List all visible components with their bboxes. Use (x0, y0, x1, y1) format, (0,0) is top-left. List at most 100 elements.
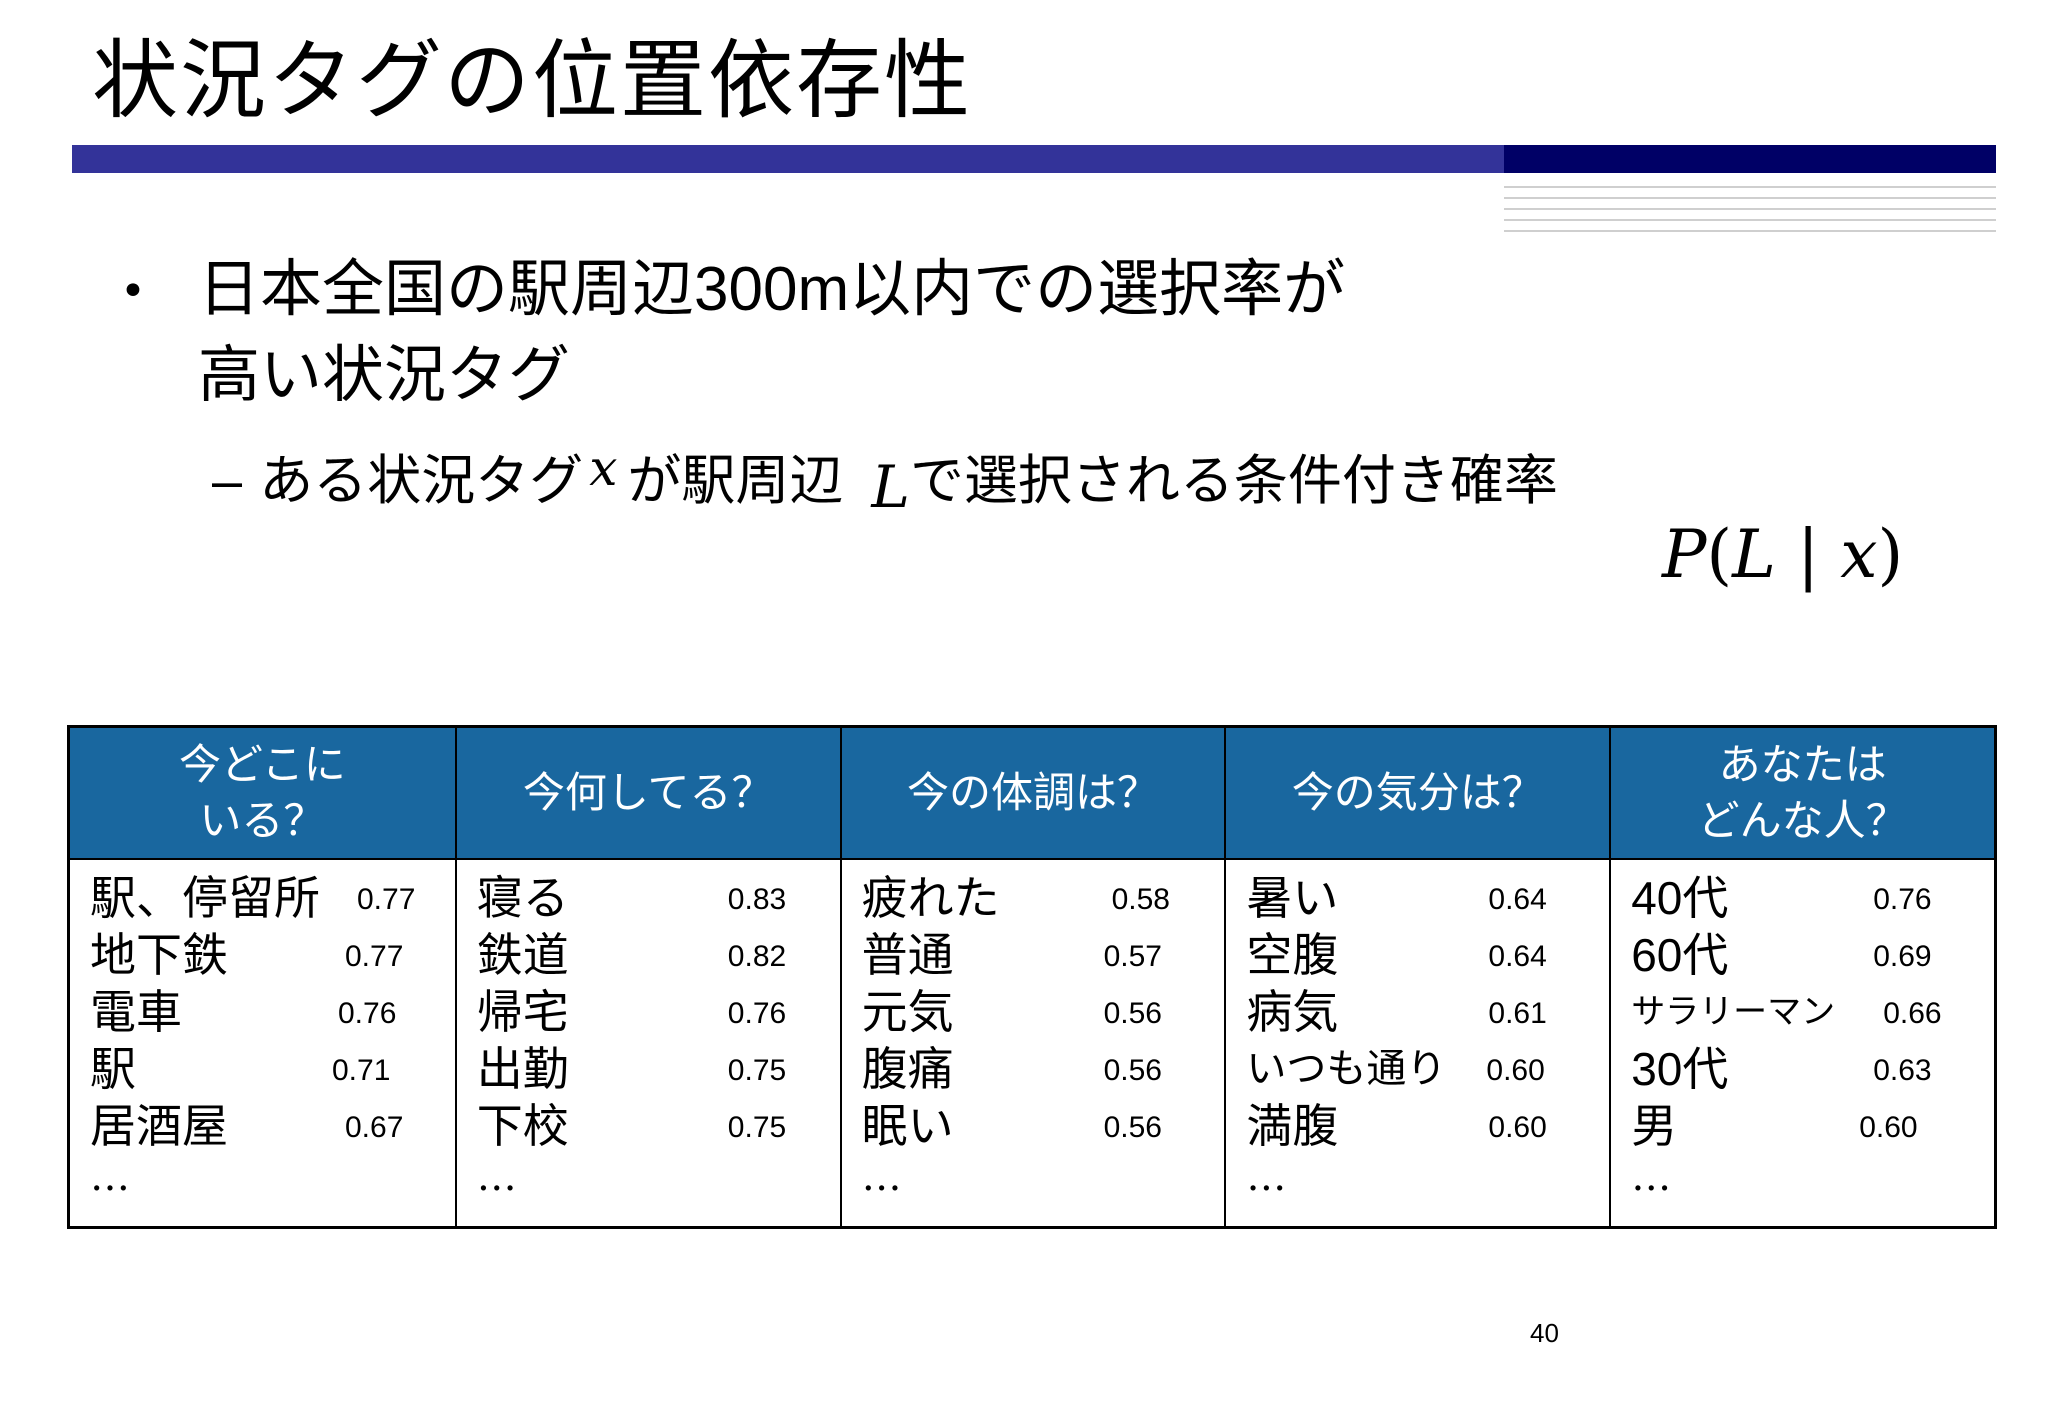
formula-P: P (1662, 516, 1707, 593)
decorative-rule (1504, 208, 1996, 210)
table-row: 帰宅 0.76 (477, 984, 840, 1041)
tag-probability: 0.76 (727, 997, 787, 1030)
table-row: 普通 0.57 (862, 927, 1225, 984)
formula-bar: | (1776, 516, 1841, 593)
table-row-more: … (1246, 1154, 1287, 1200)
table-row-more: … (90, 1154, 130, 1200)
table-row: 病気 0.61 (1246, 984, 1609, 1041)
column-header: 今の気分は？ (1226, 728, 1610, 860)
table-row: 出勤 0.75 (477, 1041, 840, 1098)
column-header: 今何してる？ (456, 728, 840, 860)
table-row: 眠い 0.56 (862, 1098, 1225, 1155)
slide-title: 状況タグの位置依存性 (92, 31, 972, 131)
variable-L: L (871, 453, 910, 521)
tag-probability: 0.69 (1873, 940, 1932, 973)
table-row: 駅 0.71 (90, 1041, 455, 1098)
tag-label: 腹痛 (861, 1042, 954, 1096)
tag-probability: 0.60 (1486, 1054, 1545, 1087)
tag-label: 地下鉄 (90, 928, 228, 982)
tag-label: 寝る (476, 871, 569, 925)
table-row: 寝る 0.83 (477, 870, 840, 927)
bullet-dot: • (120, 266, 146, 317)
tag-probability: 0.77 (357, 883, 416, 916)
formula-L: L (1732, 516, 1776, 593)
tag-label: 疲れた (861, 871, 1000, 925)
tag-label: 満腹 (1246, 1099, 1339, 1153)
table-row: 満腹 0.60 (1246, 1098, 1609, 1155)
tag-probability: 0.75 (727, 1054, 787, 1087)
tag-label: サラリーマン (1631, 992, 1836, 1032)
title-underline-bar-dark (1504, 145, 1996, 173)
tag-probability: 0.57 (1103, 940, 1162, 973)
sub-bullet-text: で選択される条件付き確率 (909, 449, 1558, 512)
tag-label: 普通 (861, 928, 954, 982)
tag-probability: 0.67 (345, 1111, 404, 1144)
table-row: 電車 0.76 (90, 984, 455, 1041)
tag-label: 男 (1631, 1099, 1678, 1153)
tag-label: いつも通り (1246, 1046, 1447, 1092)
variable-x: x (589, 439, 618, 497)
decorative-rule (1504, 186, 1996, 188)
table-row: 30代 0.63 (1631, 1041, 1994, 1098)
tag-label: 空腹 (1246, 928, 1339, 982)
tag-probability: 0.56 (1103, 1054, 1162, 1087)
decorative-rule (1504, 230, 1996, 232)
formula-paren: ( (1706, 516, 1733, 593)
tag-label: 駅、停留所 (90, 871, 320, 925)
tag-probability: 0.77 (345, 940, 404, 973)
tag-label: 駅 (90, 1042, 136, 1096)
tag-label: 出勤 (476, 1042, 569, 1096)
formula: P(L | x) (1662, 522, 1903, 588)
table-row: 60代 0.69 (1631, 927, 1994, 984)
table-column: 今の気分は？ 暑い 0.64 空腹 0.64 病気 0.61 いつも通り 0.60 満腹… (1224, 728, 1610, 1226)
tag-probability: 0.76 (338, 997, 397, 1030)
sub-bullet-text: ある状況タグ (259, 449, 584, 512)
table-column: 今どこに いる？ 駅、停留所 0.77 地下鉄 0.77 電車 0.76 駅 0.71 … (70, 728, 455, 1226)
sub-bullet-text: が駅周辺 (627, 449, 844, 512)
table-row: 居酒屋 0.67 (90, 1098, 455, 1155)
table-row: 地下鉄 0.77 (90, 927, 455, 984)
table-row: サラリーマン 0.66 (1631, 984, 1994, 1041)
table-row-more: … (1631, 1154, 1672, 1200)
tag-probability: 0.56 (1103, 1111, 1162, 1144)
decorative-rule (1504, 197, 1996, 199)
table-row: 元気 0.56 (862, 984, 1225, 1041)
tag-label: 帰宅 (476, 985, 569, 1039)
table-column: 今の体調は？ 疲れた 0.58 普通 0.57 元気 0.56 腹痛 0.56 眠い 0.… (839, 728, 1225, 1226)
tag-probability: 0.60 (1488, 1111, 1547, 1144)
table-row: 下校 0.75 (477, 1098, 840, 1155)
table-column: あなたは どんな人？ 40代 0.76 60代 0.69 サラリーマン 0.66 30… (1609, 728, 1994, 1226)
formula-paren: ) (1877, 516, 1904, 593)
table-row: 男 0.60 (1631, 1098, 1994, 1155)
title-underline-bar (72, 145, 1504, 173)
table-row: 鉄道 0.82 (477, 927, 840, 984)
tag-label: 居酒屋 (90, 1099, 228, 1153)
bullet-line-2: 高い状況タグ (198, 338, 571, 411)
tag-probability: 0.63 (1873, 1054, 1932, 1087)
bullet-text: 以内での選択率が (849, 252, 1346, 325)
table-row: いつも通り 0.60 (1246, 1041, 1609, 1098)
tag-probability: 0.56 (1103, 997, 1162, 1030)
tag-label: 眠い (861, 1099, 954, 1153)
bullet-distance: 300m (694, 255, 850, 324)
table-row: 暑い 0.64 (1246, 870, 1609, 927)
tag-label: 下校 (476, 1099, 569, 1153)
tag-probability: 0.83 (727, 883, 787, 916)
table-row: 駅、停留所 0.77 (90, 870, 455, 927)
tag-probability: 0.61 (1488, 997, 1547, 1030)
tag-probability: 0.66 (1883, 997, 1942, 1030)
tag-label: 鉄道 (476, 928, 569, 982)
page-number: 40 (1530, 1318, 1559, 1348)
sub-bullet-line: – ある状況タグ x が駅周辺 Lで選択される条件付き確率 (212, 443, 1558, 516)
tag-probability: 0.71 (332, 1054, 391, 1087)
tag-probability: 0.64 (1488, 883, 1547, 916)
tag-label: 電車 (90, 985, 182, 1039)
table-row: 空腹 0.64 (1246, 927, 1609, 984)
tag-probability: 0.64 (1488, 940, 1547, 973)
tag-probability: 0.82 (727, 940, 787, 973)
table-row-more: … (476, 1154, 517, 1200)
decorative-rule (1504, 219, 1996, 221)
column-header: 今どこに いる？ (70, 728, 455, 860)
tag-probability: 0.60 (1859, 1111, 1918, 1144)
table-row: 40代 0.76 (1631, 870, 1994, 927)
